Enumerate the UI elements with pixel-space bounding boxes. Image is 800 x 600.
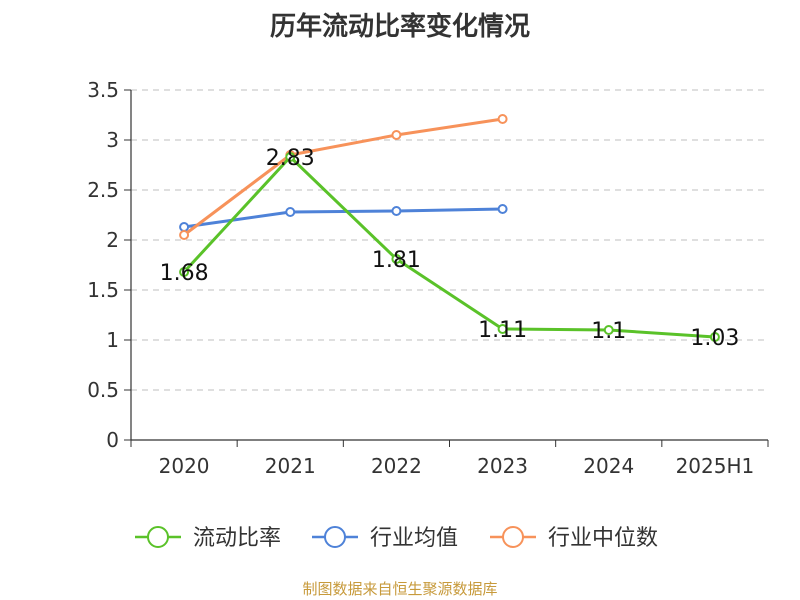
grid-lines xyxy=(131,89,768,391)
y-tick-label: 3.5 xyxy=(87,78,119,102)
data-point[interactable] xyxy=(179,222,190,232)
series-line xyxy=(182,155,716,339)
legend-item[interactable]: 流动比率 xyxy=(135,526,281,551)
data-point[interactable] xyxy=(285,207,296,217)
x-tick-label: 2020 xyxy=(159,454,210,478)
data-point[interactable] xyxy=(709,332,720,342)
y-tick-label: 1 xyxy=(106,328,119,352)
y-tick-label: 3 xyxy=(106,128,119,152)
data-point[interactable] xyxy=(391,206,402,216)
y-tick-label: 2.5 xyxy=(87,178,119,202)
y-tick-label: 2 xyxy=(106,228,119,252)
y-tick-label: 1.5 xyxy=(87,278,119,302)
data-point[interactable] xyxy=(179,267,190,277)
legend-item[interactable]: 行业均值 xyxy=(312,526,458,551)
legend-marker xyxy=(147,526,169,548)
x-tick-label: 2021 xyxy=(265,454,316,478)
series-lines xyxy=(179,114,720,342)
data-label: 1.1 xyxy=(591,319,626,344)
series-line xyxy=(183,207,503,229)
data-label: 1.03 xyxy=(690,326,739,351)
data-point[interactable] xyxy=(179,230,190,240)
legend-label: 行业均值 xyxy=(370,526,458,551)
legend-label: 流动比率 xyxy=(193,526,281,551)
axes: 0 0.5 1 1.5 2 2.5 3 3.5 2020 2021 2022 2023 2024 2025… xyxy=(87,78,769,478)
x-tick-label: 2023 xyxy=(477,454,528,478)
data-label: 1.11 xyxy=(478,318,527,343)
source-note: 制图数据来自恒生聚源数据库 xyxy=(302,580,498,598)
data-point[interactable] xyxy=(391,254,402,264)
data-point[interactable] xyxy=(391,130,402,140)
data-labels: 1.68 2.83 1.81 1.11 1.1 1.03 xyxy=(160,146,740,351)
chart-title: 历年流动比率变化情况 xyxy=(269,12,530,42)
y-tick-label: 0 xyxy=(106,428,119,452)
data-label: 1.81 xyxy=(372,248,421,273)
x-tick-label: 2025H1 xyxy=(676,454,755,478)
data-point[interactable] xyxy=(497,204,508,214)
legend-label: 行业中位数 xyxy=(548,526,658,551)
data-label: 1.68 xyxy=(160,261,209,286)
x-tick-label: 2022 xyxy=(371,454,422,478)
data-point[interactable] xyxy=(497,324,508,334)
data-point[interactable] xyxy=(497,114,508,124)
x-tick-label: 2024 xyxy=(583,454,634,478)
data-label: 2.83 xyxy=(266,146,315,171)
data-point[interactable] xyxy=(285,152,296,162)
series-line xyxy=(183,117,503,237)
legend-item[interactable]: 行业中位数 xyxy=(490,526,658,551)
data-point[interactable] xyxy=(603,325,614,335)
legend-marker xyxy=(324,526,346,548)
legend[interactable]: 流动比率 行业均值 行业中位数 xyxy=(135,526,658,551)
legend-marker xyxy=(502,526,524,548)
y-tick-label: 0.5 xyxy=(87,378,119,402)
